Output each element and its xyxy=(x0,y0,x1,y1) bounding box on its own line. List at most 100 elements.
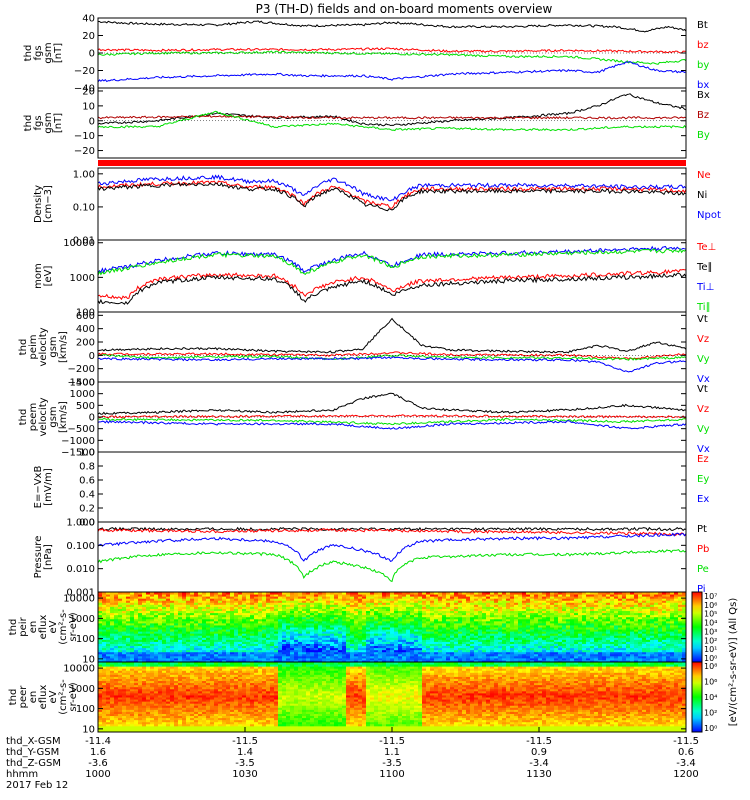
y-axis-label: en xyxy=(28,621,39,634)
legend-Vt: Vt xyxy=(697,384,708,395)
series-by xyxy=(97,50,687,65)
legend-Ti∥: Ti∥ xyxy=(696,302,711,313)
series-Te∥ xyxy=(97,272,687,305)
x-tick-value: -3.6 xyxy=(88,758,108,769)
panel-frame xyxy=(97,167,687,241)
series-Pt xyxy=(97,526,687,532)
legend-bz: bz xyxy=(697,40,709,51)
y-axis-label: (cm²-s- xyxy=(58,679,69,715)
y-tick-label: 0.8 xyxy=(79,462,95,473)
legend-Ne: Ne xyxy=(697,170,711,181)
legend-By: By xyxy=(697,130,710,141)
legend-Vt: Vt xyxy=(697,314,708,325)
y-axis-label: velocity xyxy=(38,327,49,366)
y-axis-label: thd xyxy=(23,115,34,132)
y-tick-label: −40 xyxy=(74,84,95,95)
x-tick-value: 1.1 xyxy=(384,747,400,758)
y-axis-label: thd xyxy=(8,689,19,706)
panel-peer_spec: 10000 1000 100 10 thd peer en eflux eV (cm²-s-sr-… xyxy=(8,661,687,735)
y-axis-label: [km/s] xyxy=(58,331,69,363)
panel-frame xyxy=(97,451,687,523)
series-Te⊥ xyxy=(97,268,687,301)
x-tick-value: -11.5 xyxy=(526,736,552,747)
y-tick-label: 0 xyxy=(89,49,95,60)
series-Vz xyxy=(97,414,687,419)
colorbar-tick: 10⁶ xyxy=(704,678,717,687)
y-tick-label: 0.4 xyxy=(79,490,95,501)
series-Ne xyxy=(97,180,687,209)
y-tick-label: 0.001 xyxy=(66,588,95,599)
legend-Pt: Pt xyxy=(697,524,707,535)
colorbar-tick: 10² xyxy=(704,709,717,718)
series-Npot xyxy=(97,174,687,202)
colorbar-bottom xyxy=(691,661,703,733)
x-tick-value: 1100 xyxy=(379,769,404,780)
series-Vt xyxy=(97,317,687,354)
y-tick-label: −20 xyxy=(74,66,95,77)
panel-e_field: 1.0 0.8 0.6 0.4 0.2 0.0 E=−VxB [mV/m] Ez Ey Ex xyxy=(33,448,709,529)
y-axis-label: fgs xyxy=(33,45,44,60)
y-tick-label: 100 xyxy=(76,704,95,715)
colorbar-tick: 10⁶ xyxy=(704,601,717,610)
series-bz xyxy=(97,47,687,54)
y-axis-label: sr-eV) xyxy=(68,612,79,641)
panel-peim_vel: 600 400 200 0 −200 −400 thd peim velocity gsm [km/… xyxy=(18,311,710,389)
x-tick-value: -3.5 xyxy=(382,758,402,769)
series-Vx xyxy=(97,356,687,373)
y-tick-label: 600 xyxy=(76,311,95,322)
y-tick-label: 1500 xyxy=(70,378,95,389)
y-axis-label: mom xyxy=(33,263,44,289)
x-tick-value: 1030 xyxy=(232,769,257,780)
y-tick-label: 10 xyxy=(82,724,95,735)
y-axis-label: eflux xyxy=(38,615,49,640)
panel-frame xyxy=(97,87,687,159)
y-tick-label: −400 xyxy=(68,378,95,389)
y-tick-label: 0 xyxy=(89,351,95,362)
series-Ni xyxy=(97,182,687,212)
y-tick-label: 1.0 xyxy=(79,448,95,459)
y-axis-label: [nPa] xyxy=(43,544,54,570)
y-axis-label: gsm xyxy=(43,112,54,133)
y-axis-label: eflux xyxy=(38,685,49,710)
colorbar-tick: 10¹ xyxy=(704,645,717,654)
y-axis-label: thd xyxy=(18,409,29,426)
y-tick-label: 1000 xyxy=(70,273,95,284)
y-axis-label: [cm−3] xyxy=(43,185,54,223)
y-tick-label: 20 xyxy=(82,31,95,42)
panel-mom_temp: 10000 1000 100 mom [eV] Te⊥ Te∥ Ti⊥ Ti∥ xyxy=(33,238,716,318)
y-axis-label: Density xyxy=(33,185,44,223)
colorbar-tick: 10⁸ xyxy=(704,662,717,671)
y-tick-label: 10000 xyxy=(63,594,95,605)
time-axis: thd_X-GSM -11.4 -11.5 -11.5 -11.5 -11.5 thd_Y-… xyxy=(6,727,699,791)
panel-frame xyxy=(97,311,687,383)
y-axis-label: sr-eV) xyxy=(68,682,79,711)
series-Pi xyxy=(97,532,687,563)
legend-Pi: Pi xyxy=(697,584,706,595)
x-tick-value: -11.5 xyxy=(673,736,699,747)
y-axis-label: gsm xyxy=(43,42,54,63)
colorbar-tick: 10² xyxy=(704,636,717,645)
x-row-label: hhmm xyxy=(6,769,38,780)
x-tick-value: 1200 xyxy=(673,769,698,780)
x-tick-value: -11.4 xyxy=(85,736,111,747)
series-Vy xyxy=(97,417,687,426)
panel-density: 1.00 0.10 0.01 Density [cm−3] Ne Ni Npot xyxy=(33,167,721,247)
y-axis-label: eV xyxy=(48,620,59,633)
x-tick-value: -3.5 xyxy=(235,758,255,769)
legend-Ex: Ex xyxy=(697,494,709,505)
colorbar: 10⁷10⁶10⁵10⁴10³10²10¹10⁰10⁸10⁶10⁴10²10⁰[… xyxy=(691,591,739,733)
legend-bx: bx xyxy=(697,80,709,91)
panel-pressure: 1.000 0.100 0.010 0.001 Pressure [nPa] Pt Pb Pe P… xyxy=(33,518,709,599)
colorbar-tick: 10⁰ xyxy=(704,654,717,663)
y-axis-label: [km/s] xyxy=(58,401,69,433)
x-tick-value: 1000 xyxy=(85,769,110,780)
y-axis-label: peim xyxy=(28,334,39,359)
legend-Ti⊥: Ti⊥ xyxy=(696,282,714,293)
y-axis-label: peir xyxy=(18,616,29,636)
series-Ti∥ xyxy=(97,247,687,276)
series-Vz xyxy=(97,351,687,360)
y-tick-label: −1500 xyxy=(61,448,95,459)
y-tick-label: 0.010 xyxy=(66,564,95,575)
y-axis-label: [mV/m] xyxy=(43,468,54,506)
